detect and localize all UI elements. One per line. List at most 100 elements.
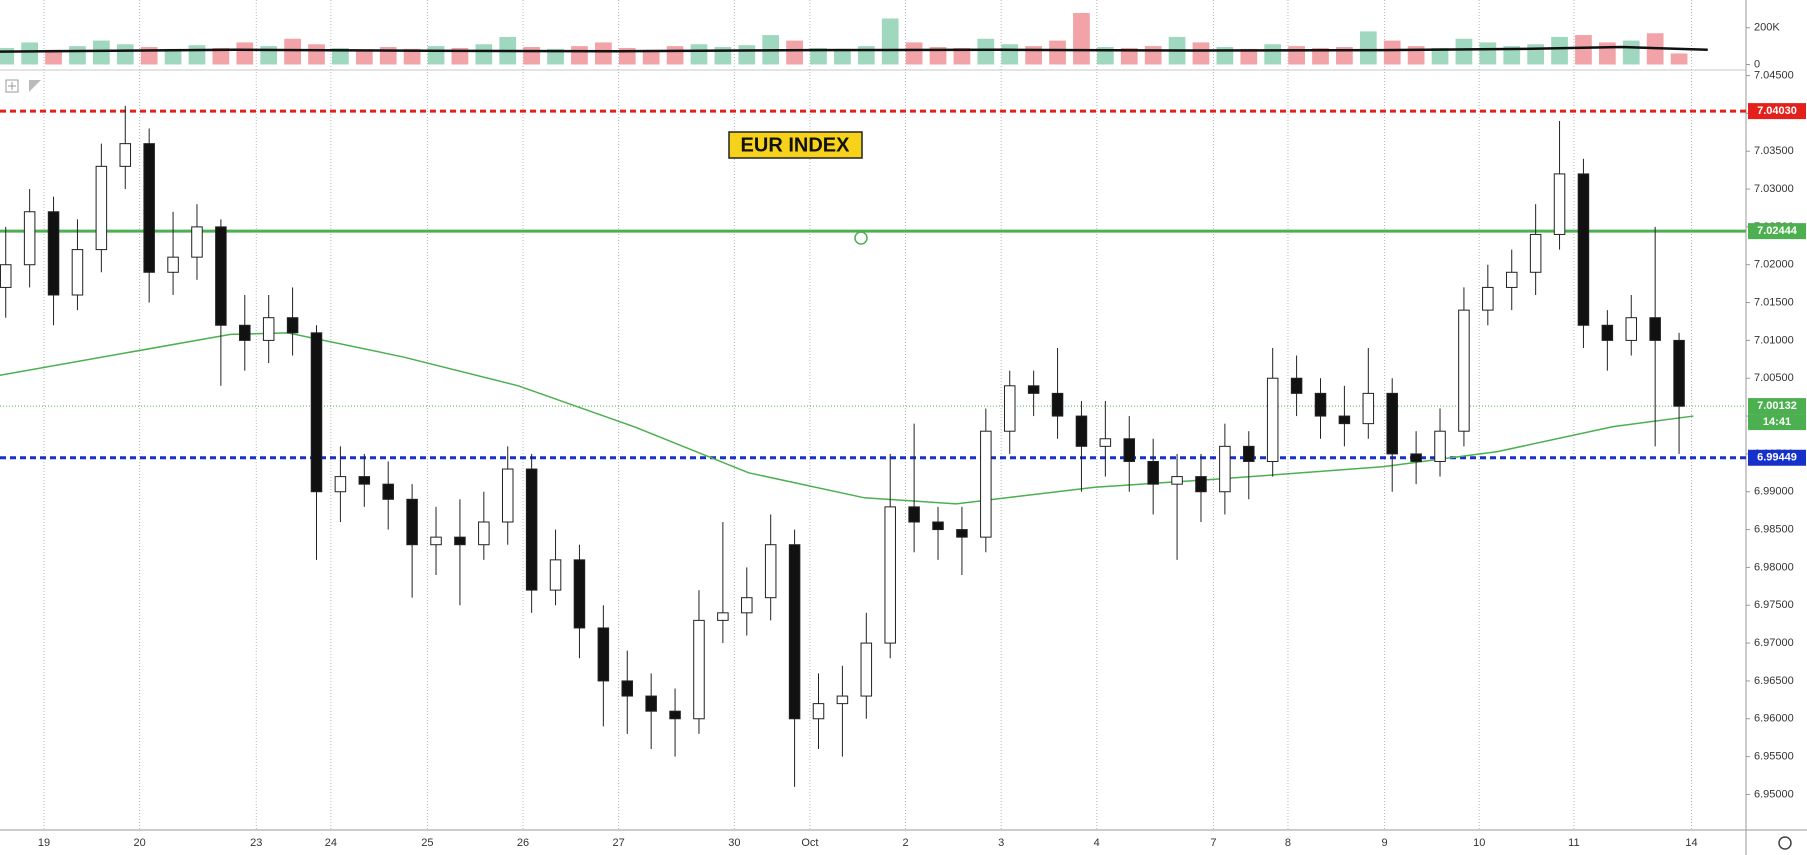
candle-body	[525, 468, 538, 591]
candle-body	[836, 695, 849, 705]
candle-body	[597, 627, 610, 682]
volume-bar	[403, 48, 421, 65]
candle-body	[860, 642, 873, 697]
volume-bar	[1598, 42, 1616, 65]
candle-body	[71, 249, 84, 296]
volume-bar	[1359, 31, 1377, 65]
volume-bar	[308, 44, 325, 65]
candle-body	[1482, 286, 1494, 311]
y-tick-label: 6.97000	[1754, 637, 1794, 649]
x-tick-label: 30	[728, 837, 740, 849]
level-label-box	[1748, 449, 1806, 466]
candle-body	[956, 529, 968, 538]
settings-icon[interactable]	[1778, 836, 1792, 850]
candle-body	[1434, 430, 1446, 462]
x-tick-label: Oct	[801, 837, 818, 849]
level-label: 7.02444	[1757, 225, 1798, 237]
volume-bar	[1527, 44, 1545, 65]
title-box: EUR INDEX	[728, 131, 863, 159]
moving-average	[0, 332, 1694, 505]
volume-bar	[427, 46, 445, 65]
candle-body	[167, 256, 179, 273]
icon-crosshair[interactable]	[5, 79, 19, 93]
volume-bar	[332, 47, 349, 65]
volume-bar	[1144, 46, 1162, 65]
y-tick-label: 6.97500	[1754, 599, 1794, 611]
candle-body	[1673, 339, 1685, 407]
candle-body	[478, 521, 490, 546]
candle-body	[1003, 385, 1016, 432]
candle-body	[1505, 271, 1518, 288]
candle-body	[908, 506, 920, 523]
candle-body	[215, 226, 227, 326]
x-tick-label: 26	[517, 837, 529, 849]
x-tick-label: 2	[902, 837, 908, 849]
candle-body	[1386, 392, 1398, 455]
y-tick-label: 7.03000	[1754, 183, 1794, 195]
candle-body	[310, 332, 323, 493]
candle-body	[669, 710, 681, 720]
countdown-label: 14:41	[1763, 416, 1791, 428]
volume-bar	[1503, 46, 1521, 65]
x-tick-label: 7	[1210, 837, 1216, 849]
x-tick-label: 11	[1568, 837, 1579, 849]
candle-body	[1290, 377, 1303, 394]
y-tick-label: 7.00500	[1754, 372, 1794, 384]
candle-body	[1410, 453, 1422, 462]
volume-bar	[547, 48, 564, 65]
candle-body	[1147, 460, 1159, 485]
volume-tick-label: 0	[1754, 58, 1760, 70]
y-tick-label: 7.01000	[1754, 334, 1794, 346]
candle-body	[406, 498, 418, 546]
volume-bar	[1551, 36, 1568, 65]
candle-body	[1123, 438, 1136, 462]
volume-bar	[1264, 44, 1282, 65]
volume-bar	[881, 18, 899, 65]
level-label-box	[1748, 103, 1806, 120]
volume-bar	[786, 40, 803, 65]
candle-body	[95, 165, 108, 251]
candle-body	[1243, 445, 1255, 462]
volume-bar	[1383, 40, 1401, 65]
level-label: 7.00132	[1757, 400, 1797, 412]
candle-body	[1601, 324, 1614, 341]
candle-body	[788, 544, 801, 720]
volume-bar	[284, 38, 301, 65]
y-tick-label: 6.95000	[1754, 788, 1794, 800]
volume-tick-label: 200K	[1754, 22, 1780, 34]
candle-body	[573, 559, 586, 629]
candle-body	[1338, 415, 1351, 425]
x-tick-label: 19	[38, 837, 50, 849]
level-label-box	[1748, 398, 1806, 415]
volume-bar	[164, 48, 182, 65]
volume-bar	[92, 40, 110, 65]
volume-bar	[1479, 42, 1497, 65]
volume-bar	[69, 46, 86, 65]
x-tick-label: 9	[1381, 837, 1387, 849]
x-tick-label: 23	[250, 837, 262, 849]
x-tick-label: 3	[998, 837, 1004, 849]
x-tick-label: 25	[421, 837, 433, 849]
candle-body	[23, 211, 36, 266]
candle-body	[0, 264, 12, 288]
x-tick-label: 10	[1473, 837, 1485, 849]
candle-body	[549, 559, 562, 591]
y-tick-label: 6.98500	[1754, 523, 1794, 535]
candle-body	[645, 695, 657, 712]
candle-body	[741, 597, 753, 614]
toolbar-icons[interactable]	[5, 79, 41, 93]
volume-bar	[523, 47, 541, 65]
volume-bar	[810, 47, 827, 65]
volume-bar	[1192, 42, 1210, 65]
candle-body	[454, 536, 466, 546]
volume-bar	[666, 46, 684, 65]
volume-bar	[977, 38, 995, 65]
volume-bar	[690, 44, 708, 65]
candle-body	[1051, 392, 1064, 417]
icon-collapse[interactable]	[29, 80, 41, 92]
volume-bar	[451, 47, 469, 65]
volume-bar	[953, 47, 971, 65]
candle-body	[1577, 173, 1590, 326]
